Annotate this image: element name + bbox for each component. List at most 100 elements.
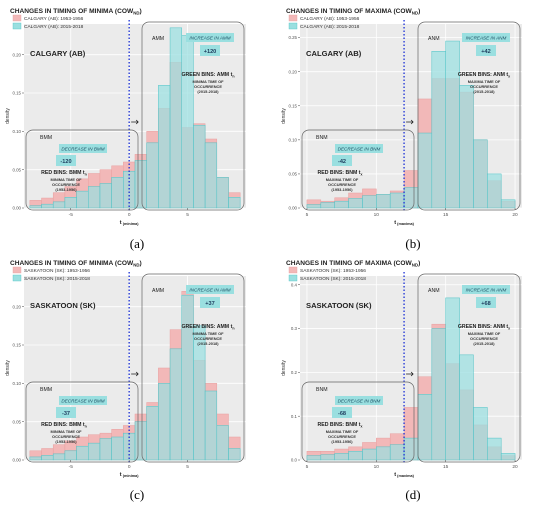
- right-change-badge: [462, 285, 510, 294]
- histogram-bar-late: [306, 455, 322, 461]
- station-label: CALGARY (AB): [306, 49, 362, 58]
- station-label: SASKATOON (SK): [30, 301, 96, 310]
- chart-d: CHANGES IN TIMING OF MAXIMA (COWND)SASKA…: [281, 260, 522, 478]
- chart-panel-d: CHANGES IN TIMING OF MAXIMA (COWND) SASKA…: [278, 254, 548, 504]
- histogram-bar-late: [158, 383, 171, 461]
- histogram-bar-late: [134, 421, 147, 461]
- left-bins-desc: (1953-1956): [55, 439, 77, 444]
- y-tick-label: 0.00: [12, 458, 21, 463]
- panel-label-b: (b): [405, 236, 421, 251]
- legend-swatch: [12, 266, 22, 274]
- legend-label: CALGARY (AB): 1953-1956: [300, 16, 360, 22]
- chart-panel-a: CHANGES IN TIMING OF MINIMA (COWND) CALGA…: [2, 2, 272, 252]
- histogram-bar-late: [99, 438, 112, 461]
- right-bins-desc: MAXIMA TIME OF: [468, 79, 501, 84]
- legend-swatch: [288, 266, 298, 274]
- right-change-value: +68: [481, 301, 491, 307]
- left-change-badge: [335, 144, 383, 153]
- x-tick-label: 5: [186, 212, 189, 218]
- left-change-label: DECREASE IN BNM: [338, 147, 381, 152]
- histogram-bar-late: [193, 124, 206, 209]
- x-tick-label: 5: [306, 464, 309, 470]
- y-tick-label: 0.20: [12, 304, 21, 309]
- x-axis-label: t (maxima): [394, 220, 414, 226]
- y-tick-label: 0.25: [288, 35, 297, 40]
- legend-label: CALGARY (AB): 2015-2018: [24, 24, 84, 30]
- right-region-box: [141, 21, 245, 211]
- right-bins-title: GREEN BINS: ANM tx: [458, 72, 510, 78]
- y-tick-label: 0.3: [291, 326, 298, 331]
- right-change-value: +37: [205, 301, 215, 307]
- left-bins-desc: (1953-1956): [55, 187, 77, 192]
- right-region-label: ANM: [428, 36, 440, 42]
- histogram-bar-late: [445, 40, 460, 209]
- right-change-value: +42: [481, 49, 491, 55]
- left-region-label: BMM: [40, 387, 52, 393]
- histogram-bar-late: [334, 200, 349, 209]
- x-axis-label: t (minima): [120, 220, 139, 226]
- right-bins-title: GREEN BINS: AMM tn: [181, 324, 234, 330]
- histogram-bar-late: [417, 394, 433, 461]
- y-tick-label: 0.10: [12, 381, 21, 386]
- left-region-label: BNM: [316, 387, 328, 393]
- histogram-bar-late: [445, 297, 460, 461]
- right-bins-desc: MINIMA TIME OF: [193, 331, 225, 336]
- y-axis-label: density: [281, 360, 287, 376]
- legend-swatch: [288, 14, 298, 22]
- histogram-bar-late: [52, 201, 66, 209]
- histogram-bar-late: [88, 442, 101, 461]
- histogram-bar-late: [204, 142, 218, 209]
- right-change-badge: [186, 33, 234, 42]
- histogram-bar-late: [362, 195, 377, 209]
- right-change-label: INCREASE IN AMM: [189, 36, 230, 41]
- histogram-bar-late: [29, 205, 42, 209]
- left-change-value: -37: [62, 411, 70, 417]
- left-change-label: DECREASE IN BNM: [338, 399, 381, 404]
- x-axis-label: t (maxima): [394, 472, 414, 478]
- left-bins-desc: OCCURRENCE: [328, 434, 356, 439]
- y-tick-label: 0.15: [12, 91, 21, 96]
- right-region-box: [417, 21, 521, 211]
- legend-swatch: [12, 22, 22, 30]
- right-bins-title: GREEN BINS: ANM tx: [458, 324, 510, 330]
- right-bins-desc: (2015-2018): [473, 89, 495, 94]
- left-change-value: -120: [60, 159, 71, 165]
- histogram-bar-late: [306, 204, 322, 209]
- histogram-bar-late: [88, 186, 101, 209]
- y-axis-label: density: [5, 108, 11, 124]
- histogram-bar-late: [216, 177, 229, 209]
- histogram-bar-late: [181, 35, 194, 209]
- left-bins-desc: (1953-1956): [331, 187, 353, 192]
- right-change-value-badge: [200, 297, 220, 308]
- x-tick-label: 20: [512, 212, 518, 218]
- left-bins-title: RED BINS: BNM tx: [318, 170, 363, 176]
- y-tick-label: 0.15: [288, 103, 297, 108]
- arrow-icon: [131, 119, 139, 125]
- station-label: SASKATOON (SK): [306, 301, 372, 310]
- left-bins-title: RED BINS: BMM tn: [41, 422, 87, 428]
- y-tick-label: 0.1: [291, 414, 298, 419]
- chart-panel-b: CHANGES IN TIMING OF MAXIMA (COWND) CALGA…: [278, 2, 548, 252]
- y-tick-label: 0.00: [12, 206, 21, 211]
- right-region-label: AMM: [152, 36, 164, 42]
- histogram-bar-late: [146, 142, 159, 209]
- histogram-bar-late: [228, 448, 241, 461]
- chart-b: CHANGES IN TIMING OF MAXIMA (COWND)CALGA…: [281, 8, 522, 226]
- panel-label-c: (c): [129, 487, 145, 502]
- left-bins-desc: MAXIMA TIME OF: [326, 177, 359, 182]
- left-change-badge: [335, 396, 383, 405]
- histogram-bar-late: [431, 328, 446, 461]
- histogram-bar-late: [99, 183, 112, 209]
- legend-swatch: [288, 22, 298, 30]
- left-bins-title: RED BINS: BMM tn: [41, 170, 87, 176]
- chart-a: CHANGES IN TIMING OF MINIMA (COWND)CALGA…: [5, 8, 246, 226]
- x-tick-label: 15: [443, 212, 449, 218]
- histogram-bar-late: [41, 203, 54, 209]
- right-change-value-badge: [476, 297, 496, 308]
- y-tick-label: 0.20: [288, 69, 297, 74]
- histogram-bar-late: [181, 294, 194, 461]
- left-region-box: [301, 129, 415, 211]
- histogram-bar-late: [158, 85, 171, 209]
- legend-label: CALGARY (AB): 1953-1956: [24, 16, 84, 22]
- legend-swatch: [288, 274, 298, 282]
